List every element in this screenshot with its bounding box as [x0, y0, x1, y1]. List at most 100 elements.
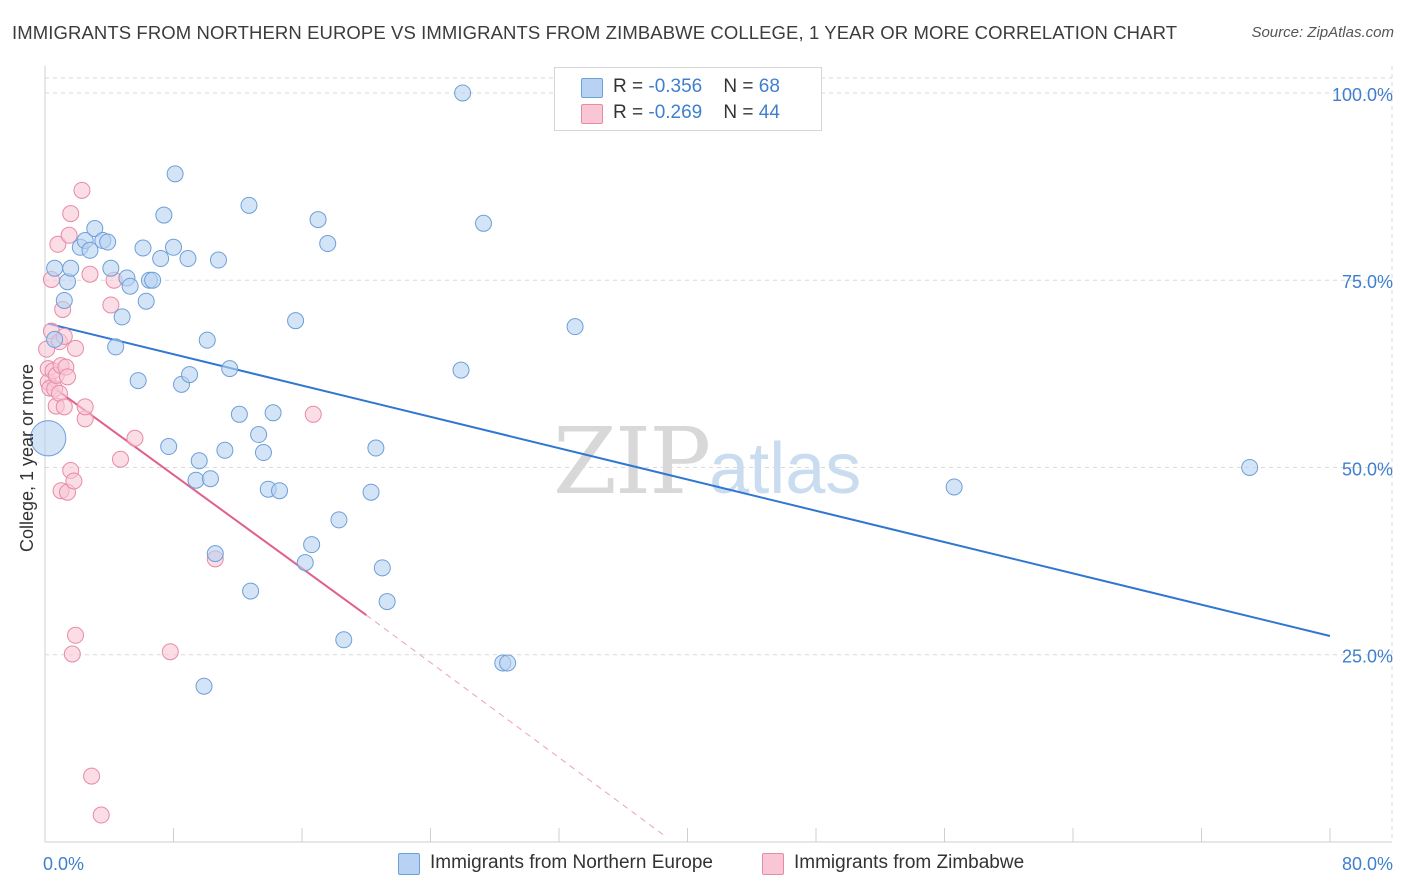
data-point-zimbabwe — [92, 806, 110, 824]
data-point-northern-europe — [107, 338, 125, 356]
legend-r-label: R = — [613, 76, 649, 97]
y-tick-label: 25.0% — [1342, 647, 1393, 667]
data-point-northern-europe — [165, 238, 182, 256]
data-point-northern-europe — [187, 471, 205, 489]
data-point-northern-europe — [250, 426, 268, 444]
data-point-zimbabwe — [65, 472, 83, 490]
data-point-northern-europe — [378, 593, 396, 611]
legend-n-label: N = — [723, 76, 759, 97]
data-point-northern-europe — [144, 271, 162, 289]
watermark-zip: ZIP — [553, 408, 711, 515]
legend-n-value: 68 — [758, 76, 780, 97]
data-point-northern-europe — [46, 259, 64, 277]
data-point-zimbabwe — [62, 205, 80, 223]
data-point-zimbabwe — [304, 405, 322, 423]
legend-r-label: R = — [613, 102, 649, 123]
legend-r-value: -0.356 — [648, 76, 703, 97]
bottom-legend-label: Immigrants from Zimbabwe — [794, 852, 1025, 873]
data-point-northern-europe — [309, 211, 327, 229]
data-point-northern-europe — [1241, 458, 1259, 476]
legend-n-label: N = — [723, 102, 759, 123]
data-point-northern-europe — [181, 366, 199, 384]
y-axis-label: College, 1 year or more — [17, 364, 37, 552]
data-point-northern-europe — [296, 554, 314, 572]
data-point-northern-europe — [190, 452, 208, 470]
data-point-northern-europe — [86, 220, 104, 238]
trend-lines — [44, 322, 1331, 837]
trend-line-northern-europe — [47, 322, 1331, 637]
data-point-northern-europe — [206, 545, 224, 563]
data-point-northern-europe — [240, 196, 258, 214]
data-point-zimbabwe — [83, 767, 101, 785]
data-point-zimbabwe — [63, 645, 81, 663]
data-point-zimbabwe — [73, 181, 91, 199]
data-point-zimbabwe — [55, 398, 73, 416]
data-point-northern-europe — [945, 478, 963, 496]
bottom-legend-swatch-blue — [398, 853, 420, 875]
data-point-northern-europe — [330, 511, 348, 529]
data-point-northern-europe — [134, 239, 152, 257]
tick-labels: 100.0% 75.0% 50.0% 25.0% 0.0% 80.0% — [43, 85, 1393, 874]
source-label: Source: ZipAtlas.com — [1251, 24, 1394, 41]
data-point-northern-europe — [319, 235, 337, 253]
x-tick-label-max: 80.0% — [1342, 854, 1393, 874]
data-point-northern-europe — [152, 250, 170, 268]
chart-title: IMMIGRANTS FROM NORTHERN EUROPE VS IMMIG… — [12, 22, 1178, 43]
data-point-northern-europe — [198, 331, 216, 349]
data-point-northern-europe — [137, 292, 155, 310]
watermark-atlas: atlas — [709, 429, 862, 509]
data-point-northern-europe — [287, 312, 305, 330]
data-point-zimbabwe — [102, 296, 120, 314]
data-point-northern-europe — [55, 291, 73, 309]
correlation-legend: R = -0.356 N = 68 R = -0.269 N = 44 — [554, 67, 822, 131]
watermark: ZIPatlas — [553, 408, 861, 515]
data-point-northern-europe — [129, 372, 147, 390]
data-point-northern-europe — [121, 277, 139, 295]
data-point-northern-europe — [454, 84, 472, 102]
y-tick-label: 100.0% — [1332, 85, 1393, 105]
data-point-northern-europe — [221, 360, 239, 378]
data-point-northern-europe — [230, 405, 248, 423]
gridlines — [45, 66, 1393, 842]
data-point-northern-europe — [367, 439, 385, 457]
data-point-zimbabwe — [60, 226, 78, 244]
data-point-northern-europe — [99, 233, 117, 251]
data-point-northern-europe — [113, 308, 131, 326]
data-point-northern-europe — [335, 631, 353, 649]
data-point-northern-europe — [452, 361, 470, 379]
data-point-northern-europe — [566, 318, 584, 336]
data-point-zimbabwe — [67, 339, 85, 357]
data-point-northern-europe — [30, 420, 67, 457]
data-point-northern-europe — [216, 441, 234, 459]
data-point-zimbabwe — [111, 450, 129, 468]
axes — [44, 66, 1392, 843]
data-point-northern-europe — [201, 470, 219, 488]
data-point-northern-europe — [209, 251, 227, 269]
data-point-northern-europe — [81, 241, 99, 259]
data-point-zimbabwe — [76, 398, 94, 416]
legend-n-value: 44 — [758, 102, 780, 123]
data-point-northern-europe — [362, 483, 380, 501]
data-point-northern-europe — [499, 654, 517, 672]
x-tick-label-min: 0.0% — [43, 854, 84, 874]
legend-swatch-blue — [581, 78, 603, 98]
bottom-legend-label: Immigrants from Northern Europe — [430, 852, 713, 873]
data-point-zimbabwe — [58, 368, 76, 386]
legend-r-value: -0.269 — [648, 102, 703, 123]
data-point-northern-europe — [195, 677, 213, 695]
data-point-northern-europe — [475, 214, 493, 232]
data-point-northern-europe — [62, 259, 80, 277]
y-tick-label: 50.0% — [1342, 459, 1393, 479]
data-point-northern-europe — [46, 330, 64, 348]
data-point-northern-europe — [179, 250, 197, 268]
trend-line-zimbabwe — [44, 380, 367, 616]
data-point-northern-europe — [155, 206, 173, 224]
data-point-northern-europe — [166, 165, 184, 183]
data-point-northern-europe — [242, 582, 260, 600]
data-point-northern-europe — [373, 559, 391, 577]
data-point-zimbabwe — [161, 643, 179, 661]
trend-extension-zimbabwe — [365, 614, 666, 837]
data-point-zimbabwe — [126, 429, 144, 447]
points-northern-europe — [30, 84, 1259, 695]
